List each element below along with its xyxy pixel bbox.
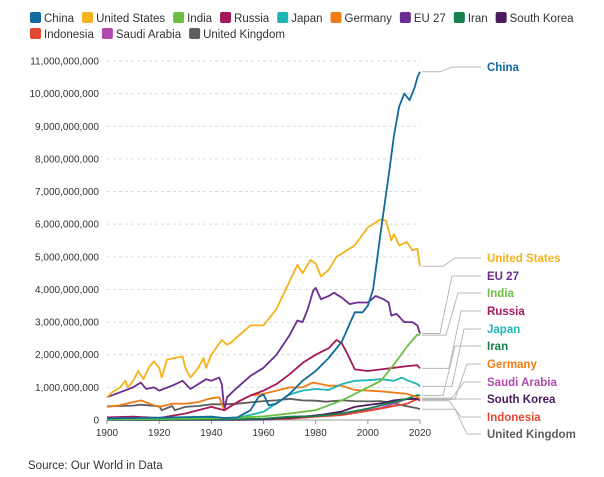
legend: China United States India Russia Japan German…	[30, 12, 574, 41]
legend-swatch-iran[interactable]	[453, 12, 465, 23]
x-tick-label: 1920	[148, 428, 171, 439]
end-labels: China United States India Russia Japan German…	[487, 62, 576, 441]
y-tick-label: 0	[93, 416, 99, 427]
series-line-eu-27[interactable]	[106, 286, 421, 412]
x-axis: 1900 1920 1940 1960 1980 2000 2020	[96, 420, 432, 439]
legend-label-japan[interactable]: Japan	[291, 13, 322, 25]
legend-swatch-russia[interactable]	[220, 12, 232, 23]
end-label-indonesia: Indonesia	[487, 412, 541, 424]
y-tick-label: 4,000,000,000	[35, 285, 99, 296]
end-label-united-kingdom: United Kingdom	[487, 429, 576, 441]
end-label-india: India	[487, 288, 514, 300]
y-tick-label: 3,000,000,000	[35, 318, 99, 329]
leader-line-iran	[422, 345, 481, 396]
leader-line-russia	[422, 310, 481, 369]
series-line-india[interactable]	[106, 333, 421, 421]
legend-swatch-germany[interactable]	[330, 12, 342, 23]
legend-swatch-eu-27[interactable]	[399, 12, 411, 23]
end-label-south-korea: South Korea	[487, 394, 556, 406]
y-tick-label: 7,000,000,000	[35, 187, 99, 198]
end-label-germany: Germany	[487, 359, 537, 371]
y-tick-label: 11,000,000,000	[30, 57, 99, 68]
x-tick-label: 1980	[305, 428, 328, 439]
gridlines	[107, 60, 420, 421]
leader-line-south-korea	[422, 398, 481, 401]
legend-swatch-united-kingdom[interactable]	[189, 28, 201, 39]
end-label-china: China	[487, 62, 520, 74]
legend-label-united-states[interactable]: United States	[96, 13, 165, 25]
legend-swatch-saudi-arabia[interactable]	[101, 28, 113, 39]
legend-swatch-japan[interactable]	[277, 12, 289, 23]
y-tick-label: 9,000,000,000	[35, 122, 99, 133]
legend-label-india[interactable]: India	[187, 13, 213, 25]
label-leaders	[422, 66, 481, 435]
legend-label-south-korea[interactable]: South Korea	[510, 13, 575, 25]
leader-line-saudi-arabia	[422, 381, 481, 399]
legend-swatch-indonesia[interactable]	[30, 28, 41, 39]
leader-line-united-kingdom	[422, 408, 481, 435]
legend-label-china[interactable]: China	[44, 13, 75, 25]
end-label-russia: Russia	[487, 306, 525, 318]
leader-line-japan	[422, 328, 481, 387]
leader-line-united-states	[422, 257, 481, 267]
x-tick-label: 1940	[200, 428, 223, 439]
series-line-united-kingdom[interactable]	[106, 397, 421, 412]
leader-line-eu-27	[422, 275, 481, 334]
legend-label-germany[interactable]: Germany	[345, 13, 393, 25]
y-tick-label: 2,000,000,000	[35, 350, 99, 361]
legend-swatch-south-korea[interactable]	[495, 12, 507, 23]
x-tick-label: 1900	[96, 428, 119, 439]
leader-line-germany	[422, 363, 481, 400]
x-tick-label: 1960	[252, 428, 275, 439]
end-label-japan: Japan	[487, 324, 520, 336]
end-label-eu-27: EU 27	[487, 271, 519, 283]
legend-label-united-kingdom[interactable]: United Kingdom	[203, 29, 285, 41]
legend-label-iran[interactable]: Iran	[468, 13, 488, 25]
legend-swatch-united-states[interactable]	[82, 12, 94, 23]
legend-label-eu-27[interactable]: EU 27	[414, 13, 446, 25]
y-axis: 0 1,000,000,000 2,000,000,000 3,000,000,000…	[29, 57, 99, 427]
legend-swatch-india[interactable]	[173, 12, 185, 23]
y-tick-label: 8,000,000,000	[35, 154, 99, 165]
x-tick-label: 2020	[409, 428, 432, 439]
series-line-russia[interactable]	[106, 339, 421, 419]
series-line-china[interactable]	[106, 71, 421, 420]
end-label-united-states: United States	[487, 253, 561, 265]
legend-label-indonesia[interactable]: Indonesia	[44, 29, 94, 41]
legend-label-saudi-arabia[interactable]: Saudi Arabia	[116, 29, 182, 41]
y-tick-label: 10,000,000,000	[29, 89, 99, 100]
y-tick-label: 1,000,000,000	[35, 383, 99, 394]
y-tick-label: 5,000,000,000	[35, 252, 99, 263]
end-label-iran: Iran	[487, 341, 508, 353]
end-label-saudi-arabia: Saudi Arabia	[487, 377, 557, 389]
x-tick-label: 2000	[357, 428, 380, 439]
source-note: Source: Our World in Data	[28, 460, 163, 472]
leader-line-india	[422, 292, 481, 336]
legend-swatch-china[interactable]	[30, 12, 41, 23]
y-tick-label: 6,000,000,000	[35, 220, 99, 231]
leader-line-china	[422, 66, 481, 73]
legend-label-russia[interactable]: Russia	[234, 13, 270, 25]
series-lines	[106, 71, 421, 421]
